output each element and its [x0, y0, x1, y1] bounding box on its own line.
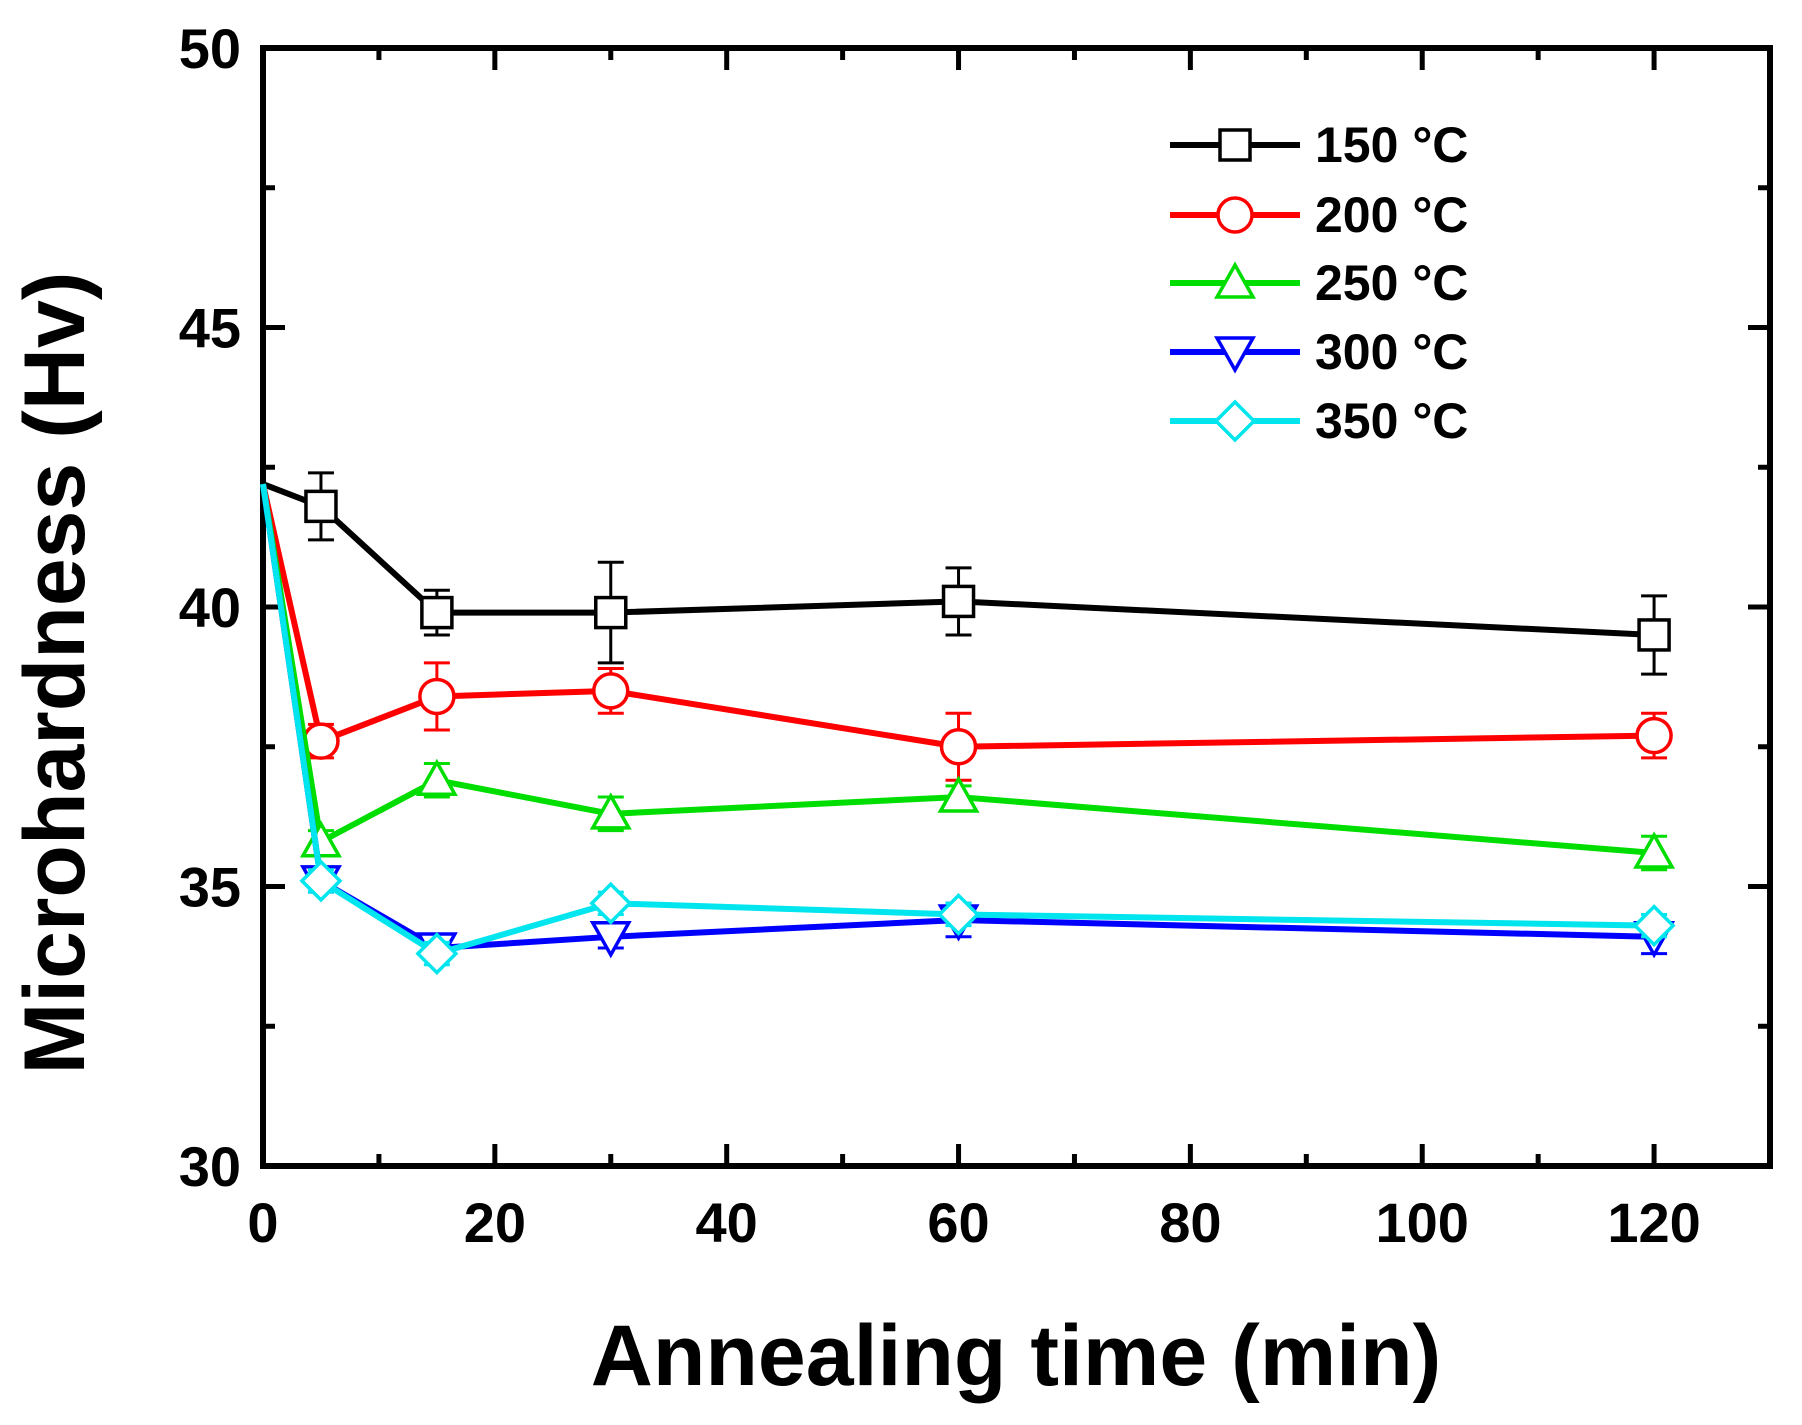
data-point [592, 672, 630, 710]
legend-item-1: 200 °C [1170, 187, 1468, 243]
series-0 [261, 471, 1671, 676]
data-point [299, 820, 342, 858]
y-tick-label: 40 [179, 576, 241, 639]
series-line [260, 483, 1655, 957]
data-point [1637, 618, 1671, 652]
x-axis-title: Annealing time (min) [591, 1308, 1441, 1404]
data-point [589, 881, 633, 925]
x-tick-label: 120 [1607, 1191, 1700, 1254]
data-point [420, 595, 454, 630]
y-axis-title: Microhardness (Hv) [7, 272, 103, 1075]
series-layer [260, 471, 1676, 976]
data-point [1632, 904, 1676, 948]
legend-marker [1214, 261, 1256, 299]
legend-item-4: 350 °C [1170, 393, 1468, 449]
data-point [418, 677, 456, 716]
data-point [594, 595, 628, 630]
series-line [260, 483, 1655, 856]
x-tick-label: 80 [1159, 1191, 1221, 1254]
legend-item-3: 300 °C [1170, 324, 1468, 380]
series-2 [260, 483, 1676, 872]
legend-item-2: 250 °C [1170, 255, 1468, 311]
legend-label: 250 °C [1315, 255, 1468, 311]
series-line [260, 483, 1655, 750]
x-tick-label: 0 [247, 1191, 278, 1254]
legend-label: 200 °C [1315, 187, 1468, 243]
legend-label: 350 °C [1315, 393, 1468, 449]
legend: 150 °C 200 °C 250 °C 300 °C 350 °C [1170, 117, 1468, 449]
data-point [1635, 716, 1673, 755]
data-point [937, 892, 981, 936]
legend-marker [1214, 336, 1256, 374]
y-tick-label: 30 [179, 1135, 241, 1198]
data-point [1633, 831, 1676, 869]
y-tick-label: 45 [179, 297, 241, 360]
series-4 [260, 483, 1676, 976]
x-tick-label: 100 [1376, 1191, 1469, 1254]
data-point [415, 932, 459, 976]
data-point [415, 758, 458, 797]
legend-label: 300 °C [1315, 324, 1468, 380]
x-tick-label: 60 [927, 1191, 989, 1254]
x-tick-label: 40 [696, 1191, 758, 1254]
y-tick-label: 35 [179, 856, 241, 919]
series-3 [260, 483, 1676, 970]
data-point [589, 792, 632, 830]
data-point [304, 489, 338, 524]
legend-marker [1213, 399, 1257, 443]
series-1 [260, 483, 1673, 782]
data-point [939, 728, 978, 766]
x-tick-label: 20 [464, 1191, 526, 1254]
data-point [941, 584, 976, 619]
data-point [299, 859, 343, 903]
y-axis-ticks: 30 35 40 45 50 [179, 17, 1770, 1198]
x-axis-ticks: 0 20 40 60 80 100 120 [247, 48, 1773, 1254]
y-tick-label: 50 [179, 17, 241, 80]
legend-marker [1218, 128, 1252, 162]
legend-label: 150 °C [1315, 117, 1468, 173]
data-point [937, 775, 980, 813]
legend-marker [1216, 196, 1254, 234]
legend-item-0: 150 °C [1170, 117, 1468, 173]
